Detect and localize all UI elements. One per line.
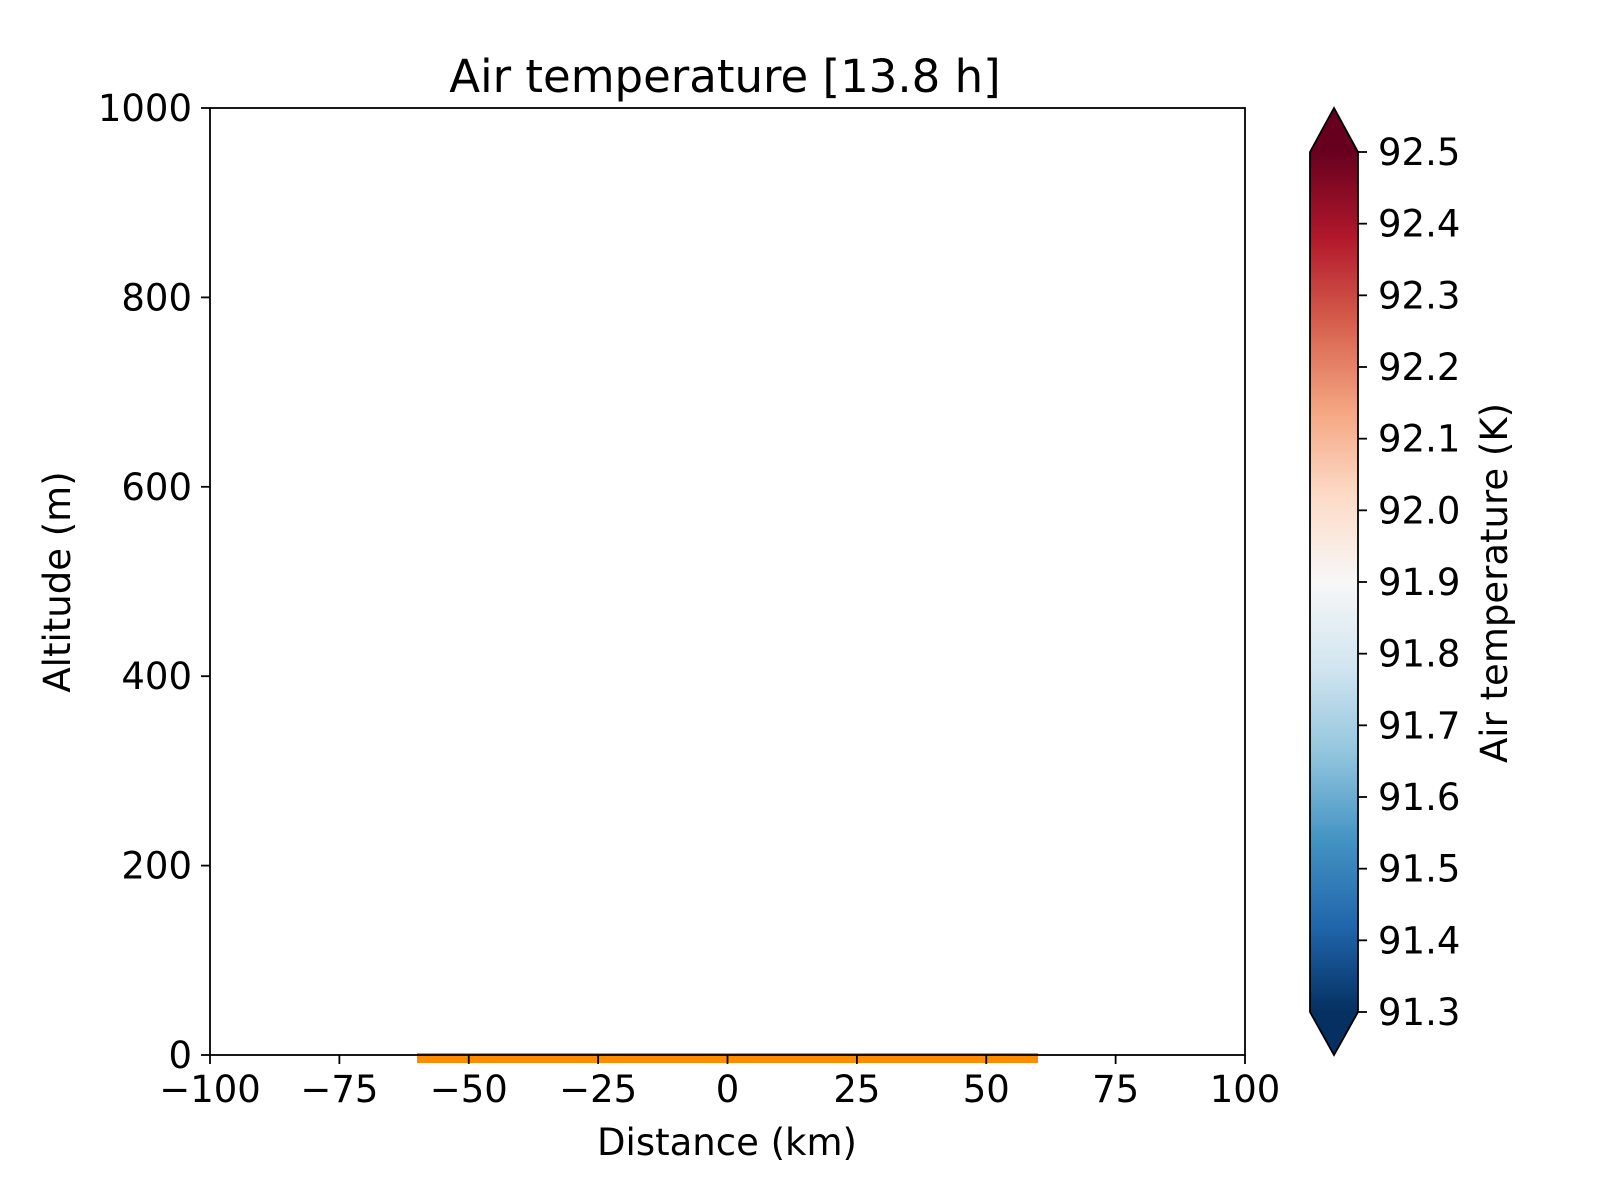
chart-title: Air temperature [13.8 h] (449, 50, 1000, 103)
plot-area (209, 107, 1246, 1063)
colorbar-tick-label: 91.4 (1378, 919, 1460, 962)
colorbar-tick-label: 91.6 (1378, 776, 1460, 819)
colorbar-tick-label: 92.5 (1378, 131, 1460, 174)
colorbar-extend-low (1310, 1012, 1358, 1055)
colorbar-tick-label: 92.0 (1378, 489, 1460, 532)
colorbar-gradient (1310, 152, 1358, 1012)
x-tick-label: −25 (559, 1068, 637, 1111)
colorbar-extend-high (1310, 108, 1358, 152)
y-axis-label: Altitude (m) (36, 471, 79, 692)
y-tick-label: 200 (121, 845, 192, 888)
colorbar-label: Air temperature (K) (1473, 403, 1516, 763)
colorbar: 91.3 91.4 91.5 91.6 91.7 91.8 91.9 92.0 92.1 92.2… (1309, 106, 1516, 1057)
y-tick-label: 0 (168, 1034, 192, 1077)
plot-background (210, 108, 1245, 1055)
colorbar-tick-label: 91.5 (1378, 848, 1460, 891)
x-tick-label: 50 (963, 1068, 1010, 1111)
colorbar-tick-label: 91.7 (1378, 704, 1460, 747)
y-axis: 0 200 400 600 800 1000 (98, 87, 210, 1077)
x-tick-label: −75 (300, 1068, 378, 1111)
y-tick-label: 400 (121, 655, 192, 698)
colorbar-tick-label: 92.4 (1378, 203, 1460, 246)
colorbar-tick-label: 92.1 (1378, 418, 1460, 461)
x-axis: −100 −75 −50 −25 0 25 50 75 100 (159, 1055, 1280, 1111)
colorbar-tick-label: 92.2 (1378, 346, 1460, 389)
x-axis-label: Distance (km) (597, 1121, 857, 1164)
colorbar-tick-label: 92.3 (1378, 274, 1460, 317)
colorbar-ticks: 91.3 91.4 91.5 91.6 91.7 91.8 91.9 92.0 92.1 92.2… (1358, 131, 1460, 1034)
colorbar-tick-label: 91.8 (1378, 633, 1460, 676)
colorbar-tick-label: 91.3 (1378, 991, 1460, 1034)
x-tick-label: −100 (159, 1068, 261, 1111)
colorbar-tick-label: 91.9 (1378, 561, 1460, 604)
x-tick-label: 25 (833, 1068, 880, 1111)
x-tick-label: −50 (430, 1068, 508, 1111)
x-tick-label: 0 (716, 1068, 740, 1111)
y-tick-label: 1000 (98, 87, 192, 130)
x-tick-label: 100 (1210, 1068, 1281, 1111)
x-tick-label: 75 (1092, 1068, 1139, 1111)
y-tick-label: 600 (121, 466, 192, 509)
y-tick-label: 800 (121, 276, 192, 319)
